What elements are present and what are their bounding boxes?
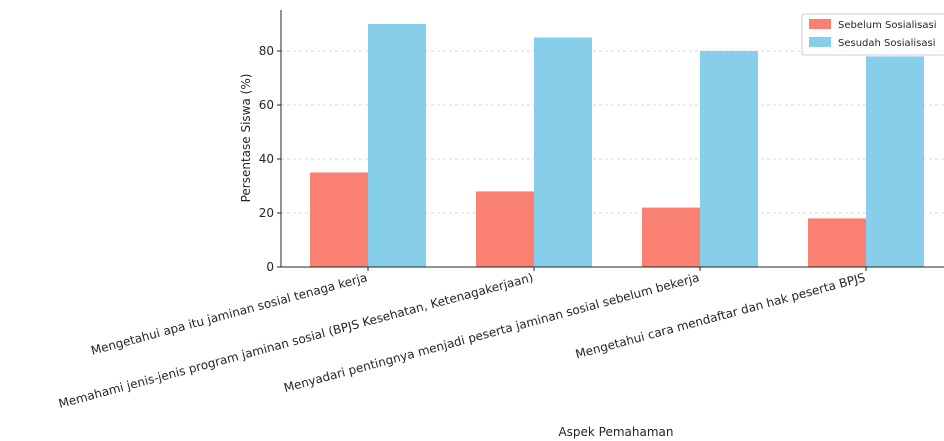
- legend-label-sesudah: Sesudah Sosialisasi: [838, 38, 936, 49]
- x-axis-title: Aspek Pemahaman: [558, 425, 673, 439]
- axes: [280, 10, 944, 268]
- bar-sebelum-sosialisasi-2: [476, 191, 534, 267]
- bar-sebelum-sosialisasi-4: [808, 218, 866, 267]
- y-tick-label-60: 60: [259, 98, 274, 112]
- x-tick-labels: Mengetahui apa itu jaminan sosial tenaga…: [57, 267, 867, 411]
- bar-sesudah-sosialisasi-3: [700, 51, 758, 267]
- y-tick-label-20: 20: [259, 206, 274, 220]
- y-tick-label-0: 0: [266, 260, 274, 274]
- legend-frame: [801, 13, 944, 56]
- y-axis-title: Persentase Siswa (%): [239, 74, 253, 203]
- legend-swatch-sesudah: [809, 37, 831, 47]
- bar-sebelum-sosialisasi-3: [642, 207, 700, 267]
- bar-sebelum-sosialisasi-1: [310, 172, 368, 267]
- legend-label-sebelum: Sebelum Sosialisasi: [838, 20, 937, 31]
- legend-swatch-sebelum: [809, 19, 831, 29]
- y-tick-label-80: 80: [259, 44, 274, 58]
- x-tick-label-4: Mengetahui cara mendaftar dan hak pesert…: [574, 270, 867, 361]
- y-tick-label-40: 40: [259, 152, 274, 166]
- x-tick-label-1: Mengetahui apa itu jaminan sosial tenaga…: [89, 270, 368, 357]
- bars: [310, 24, 924, 268]
- bar-sesudah-sosialisasi-1: [368, 24, 426, 267]
- ticks: 0 20 40 60 80: [259, 44, 281, 274]
- bar-sesudah-sosialisasi-2: [534, 37, 592, 267]
- legend: Sebelum Sosialisasi Sesudah Sosialisasi: [801, 13, 944, 56]
- bar-sesudah-sosialisasi-4: [866, 56, 924, 268]
